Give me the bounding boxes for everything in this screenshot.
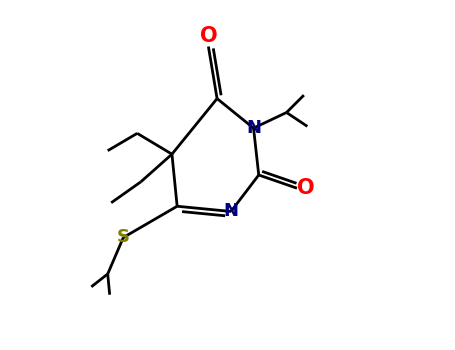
Text: O: O [200, 26, 217, 46]
Text: S: S [117, 229, 130, 246]
Text: O: O [297, 178, 314, 198]
Text: N: N [223, 202, 238, 220]
Text: N: N [246, 119, 261, 137]
